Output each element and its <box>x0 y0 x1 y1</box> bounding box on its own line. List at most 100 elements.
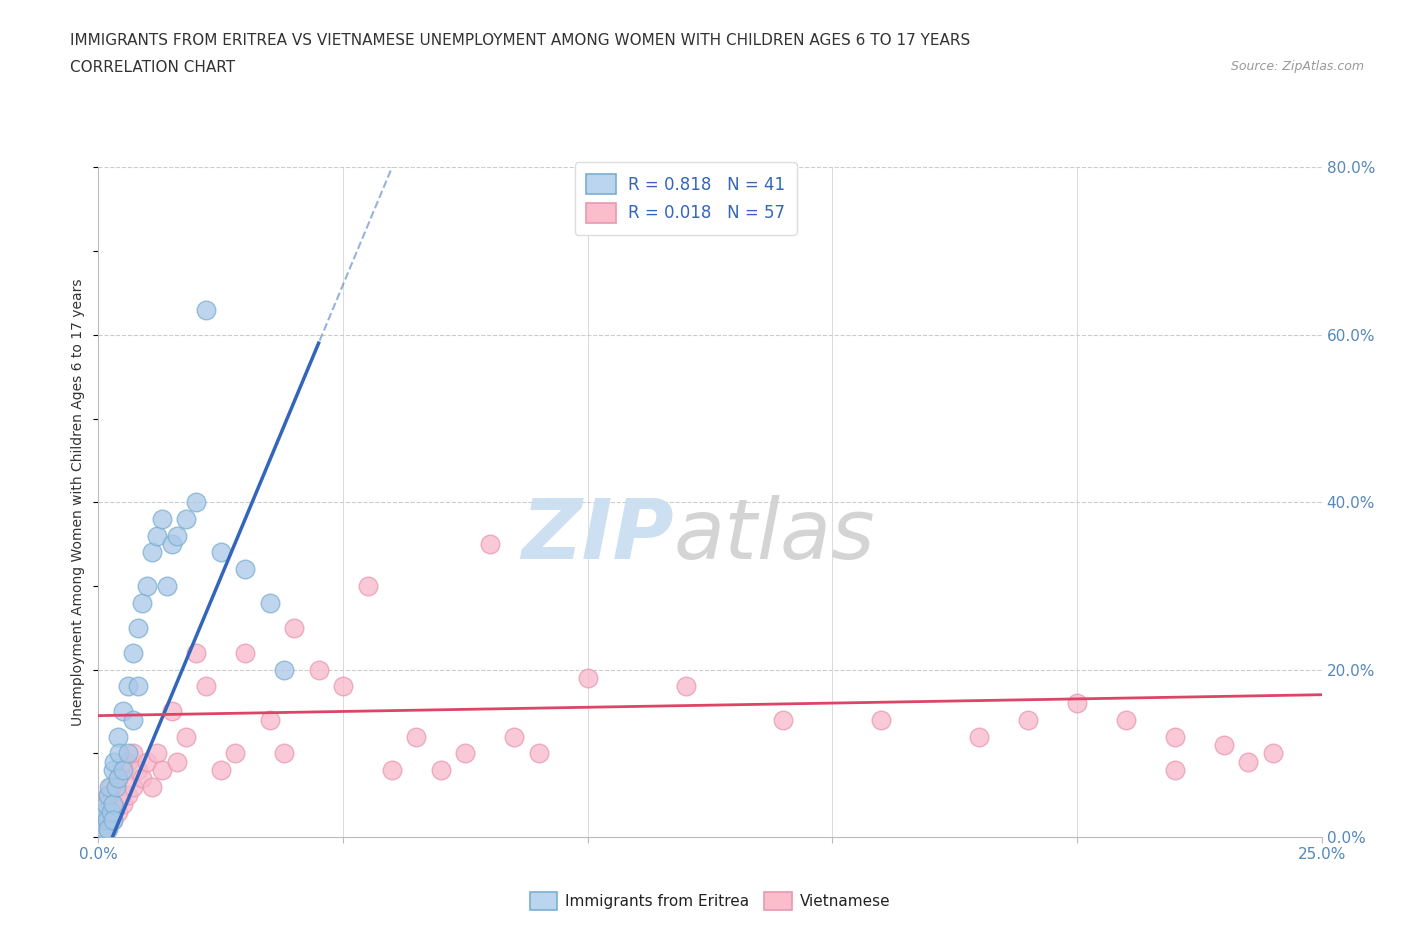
Point <box>104 779 127 794</box>
Point <box>90 821 112 836</box>
Point <box>107 771 129 786</box>
Point <box>121 712 143 727</box>
Point <box>332 679 354 694</box>
Point <box>870 712 893 727</box>
Point <box>103 754 125 769</box>
Point <box>772 712 794 727</box>
Point <box>209 545 232 560</box>
Point <box>97 813 120 828</box>
Point <box>259 595 281 610</box>
Point <box>209 763 232 777</box>
Point <box>107 804 129 819</box>
Point <box>91 796 114 811</box>
Point <box>91 813 114 828</box>
Point <box>94 796 117 811</box>
Point <box>527 746 550 761</box>
Point <box>503 729 526 744</box>
Point <box>224 746 246 761</box>
Point <box>146 746 169 761</box>
Point <box>101 796 124 811</box>
Point <box>405 729 427 744</box>
Point <box>100 804 122 819</box>
Point <box>97 821 120 836</box>
Point <box>1066 696 1088 711</box>
Point <box>108 746 131 761</box>
Point <box>150 512 173 526</box>
Point <box>136 578 159 593</box>
Legend: Immigrants from Eritrea, Vietnamese: Immigrants from Eritrea, Vietnamese <box>524 885 896 916</box>
Point <box>259 712 281 727</box>
Point <box>131 595 153 610</box>
Point <box>195 679 218 694</box>
Point <box>967 729 990 744</box>
Point <box>454 746 477 761</box>
Point <box>150 763 173 777</box>
Point <box>166 528 188 543</box>
Y-axis label: Unemployment Among Women with Children Ages 6 to 17 years: Unemployment Among Women with Children A… <box>72 278 86 726</box>
Point <box>117 754 139 769</box>
Point <box>107 771 129 786</box>
Point <box>430 763 453 777</box>
Point <box>1212 737 1234 752</box>
Point <box>101 763 124 777</box>
Point <box>91 821 114 836</box>
Point <box>127 763 149 777</box>
Text: CORRELATION CHART: CORRELATION CHART <box>70 60 235 75</box>
Point <box>186 645 208 660</box>
Point <box>111 704 134 719</box>
Point <box>111 763 134 777</box>
Text: IMMIGRANTS FROM ERITREA VS VIETNAMESE UNEMPLOYMENT AMONG WOMEN WITH CHILDREN AGE: IMMIGRANTS FROM ERITREA VS VIETNAMESE UN… <box>70 33 970 47</box>
Point <box>100 779 122 794</box>
Point <box>146 528 169 543</box>
Point <box>117 746 139 761</box>
Point <box>121 779 143 794</box>
Point <box>111 763 134 777</box>
Point <box>233 645 256 660</box>
Point <box>1115 712 1137 727</box>
Point <box>233 562 256 577</box>
Point <box>101 813 124 828</box>
Point <box>93 821 115 836</box>
Point <box>356 578 378 593</box>
Point <box>156 578 179 593</box>
Point <box>166 754 188 769</box>
Text: atlas: atlas <box>673 495 875 577</box>
Point <box>121 645 143 660</box>
Point <box>96 813 118 828</box>
Point <box>1164 763 1187 777</box>
Point <box>186 495 208 510</box>
Text: ZIP: ZIP <box>520 495 673 577</box>
Point <box>273 746 295 761</box>
Point <box>273 662 295 677</box>
Point <box>136 754 159 769</box>
Point <box>101 796 124 811</box>
Point <box>127 620 149 635</box>
Point <box>675 679 697 694</box>
Point <box>308 662 330 677</box>
Point <box>195 302 218 317</box>
Point <box>176 512 198 526</box>
Point <box>176 729 198 744</box>
Point <box>127 679 149 694</box>
Point <box>117 679 139 694</box>
Point <box>91 804 114 819</box>
Point <box>478 537 501 551</box>
Point <box>94 804 117 819</box>
Point <box>160 704 183 719</box>
Point <box>141 779 163 794</box>
Point <box>141 545 163 560</box>
Text: Source: ZipAtlas.com: Source: ZipAtlas.com <box>1230 60 1364 73</box>
Point <box>107 729 129 744</box>
Point <box>111 796 134 811</box>
Point <box>97 788 120 803</box>
Point <box>117 788 139 803</box>
Point <box>97 788 120 803</box>
Point <box>576 671 599 685</box>
Point <box>1261 746 1284 761</box>
Point <box>90 813 112 828</box>
Point <box>283 620 305 635</box>
Point <box>381 763 404 777</box>
Point <box>1164 729 1187 744</box>
Point <box>1237 754 1260 769</box>
Point <box>131 771 153 786</box>
